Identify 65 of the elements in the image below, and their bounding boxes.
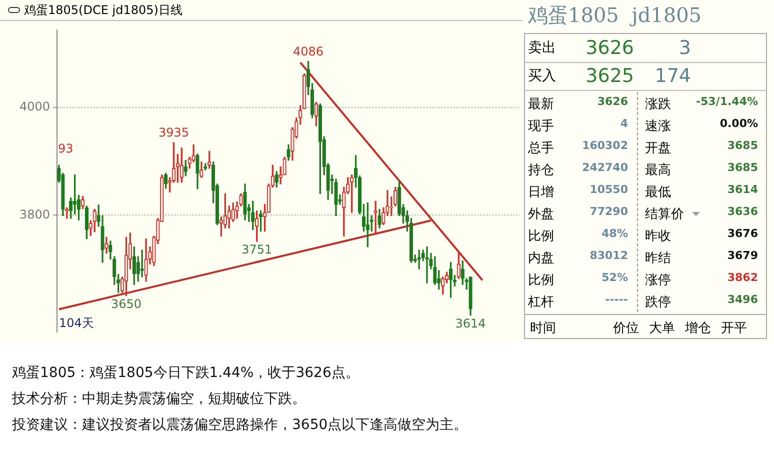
- text: 48%: [602, 227, 628, 240]
- text: 涨停: [645, 272, 671, 289]
- text: 174: [654, 65, 691, 87]
- text: 3625: [586, 65, 634, 87]
- text: 速涨: [645, 118, 671, 135]
- text: 开平: [721, 320, 747, 337]
- annotation: 3650: [110, 296, 142, 311]
- text: 242740: [582, 161, 628, 174]
- text: 最新: [528, 96, 554, 113]
- text: 4: [620, 117, 628, 130]
- text: 3626: [586, 37, 634, 59]
- chart-title: 鸡蛋1805(DCE jd1805)日线: [24, 2, 182, 18]
- text: 3685: [727, 139, 758, 152]
- text: 3676: [727, 227, 758, 240]
- y-tick-label: 4000: [19, 100, 50, 114]
- text: 增仓: [685, 320, 711, 337]
- text: 最低: [645, 184, 671, 201]
- text: 现手: [528, 118, 554, 135]
- y-tick-label: 3800: [19, 207, 50, 222]
- text: 比例: [528, 272, 554, 289]
- text: 总手: [528, 140, 554, 157]
- text: 开盘: [645, 140, 671, 157]
- text: 技术分析：中期走势震荡偏空，短期破位下跌。: [12, 390, 307, 409]
- text: 83012: [590, 249, 628, 262]
- text: 昨结: [645, 250, 671, 267]
- text: 持仓: [528, 162, 554, 179]
- annotation: 104天: [59, 316, 94, 330]
- text: 日增: [528, 184, 554, 201]
- text: 卖出: [528, 39, 556, 57]
- text: 时间: [530, 320, 556, 337]
- text: 大单: [649, 320, 675, 337]
- annotation: 4086: [293, 44, 324, 59]
- text: 3679: [727, 249, 758, 262]
- text: 鸡蛋1805：鸡蛋1805今日下跌1.44%，收于3626点。: [12, 364, 360, 383]
- text: 3496: [727, 293, 758, 306]
- text: 3862: [727, 271, 758, 284]
- text: 160302: [582, 139, 628, 152]
- text: -53/1.44%: [696, 95, 758, 108]
- text: 52%: [602, 271, 628, 284]
- text: 3636: [727, 205, 758, 218]
- text: 鸡蛋1805 jd1805: [528, 2, 702, 29]
- text: 比例: [528, 228, 554, 245]
- text: 10550: [590, 183, 628, 196]
- text: 77290: [590, 205, 628, 218]
- text: 昨收: [645, 228, 671, 245]
- text: 杠杆: [528, 294, 554, 311]
- text: 外盘: [528, 206, 554, 223]
- text: 3614: [727, 183, 758, 196]
- text: 最高: [645, 162, 671, 179]
- text: 3685: [727, 161, 758, 174]
- text: 结算价: [645, 206, 684, 223]
- text: 0.00%: [720, 117, 758, 130]
- annotation: 3751: [242, 242, 272, 257]
- text: 3: [678, 37, 691, 59]
- text: 跌停: [645, 294, 671, 311]
- annotation: 93: [58, 141, 74, 156]
- text: 3626: [597, 95, 628, 108]
- text: 涨跌: [645, 96, 671, 113]
- text: -----: [605, 293, 628, 306]
- annotation: 3614: [455, 316, 486, 330]
- annotation: 3935: [158, 126, 190, 140]
- text: 内盘: [528, 250, 554, 267]
- text: 投资建议：建议投资者以震荡偏空思路操作，3650点以下逢高做空为主。: [12, 416, 469, 435]
- text: 买入: [528, 67, 556, 85]
- text: 价位: [613, 320, 639, 337]
